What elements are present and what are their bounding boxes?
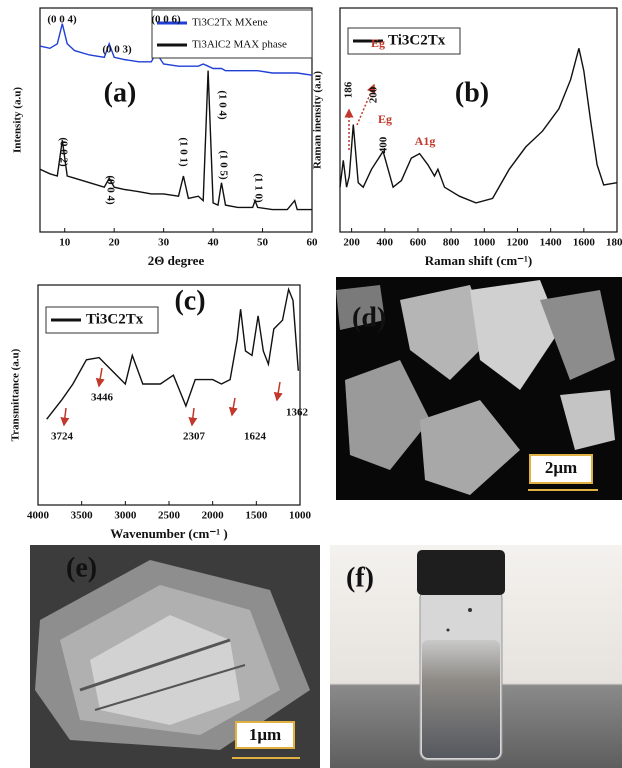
annotation: 2307 [183, 431, 206, 443]
panel-label: (f) [346, 562, 374, 593]
legend-label: Ti3C2Tx MXene [192, 17, 268, 29]
x-axis-label: Raman shift (cm⁻¹) [425, 253, 533, 268]
annotation: 1362 [286, 407, 309, 419]
annotation: Eg [371, 36, 385, 50]
annotation: (a) [104, 77, 137, 108]
annotation: (0 0 3) [102, 44, 132, 56]
annotation: (1 0 5) [217, 150, 229, 180]
x-tick-label: 600 [410, 237, 427, 249]
x-tick-label: 1600 [573, 237, 596, 249]
data-line [339, 48, 618, 204]
annotation: 1624 [244, 431, 267, 443]
annotation: (0 0 6) [151, 14, 181, 26]
arrows [60, 83, 376, 427]
annotation: (1 0 4) [216, 90, 228, 120]
annotation: 3724 [51, 431, 74, 443]
x-tick-label: 1500 [245, 510, 268, 522]
annotation: (0 0 4) [104, 175, 116, 205]
x-tick-label: 20 [109, 237, 121, 249]
annotation: Eg [378, 112, 392, 126]
annotation: (1 1 0) [252, 173, 264, 203]
x-tick-label: 3500 [71, 510, 94, 522]
annotation: A1g [415, 134, 436, 148]
scale-bar-label: 2μm [545, 458, 577, 477]
x-tick-label: 800 [443, 237, 460, 249]
x-tick-label: 40 [208, 237, 220, 249]
plot-frame [339, 7, 618, 233]
y-axis-label: Raman inensity (a.u) [312, 71, 324, 169]
x-tick-label: 200 [343, 237, 360, 249]
annotation: (1 0 1) [177, 137, 189, 167]
annotation: 400 [378, 136, 390, 153]
x-tick-label: 1200 [506, 237, 529, 249]
y-axis-label: Transmittance (a.u) [10, 348, 22, 441]
x-tick-label: 400 [377, 237, 394, 249]
photo-f [330, 545, 622, 768]
x-axis-label: Wavenumber (cm⁻¹ ) [110, 526, 227, 541]
x-tick-label: 2000 [202, 510, 225, 522]
legend-box [151, 9, 313, 59]
x-tick-label: 1000 [473, 237, 496, 249]
annotation: (c) [174, 285, 205, 316]
scale-bar-label: 1μm [249, 725, 281, 744]
data-line [39, 23, 313, 76]
data-line [46, 286, 299, 420]
panel-label: (d) [352, 302, 386, 333]
legend-label: Ti3C2Tx [388, 32, 446, 48]
panel-label: (e) [66, 552, 97, 583]
annotation: (0 0 2) [57, 137, 69, 167]
plot-frame [39, 7, 313, 233]
x-tick-label: 3000 [114, 510, 137, 522]
annotation: 200 [368, 86, 380, 103]
legend-label: Ti3AlC2 MAX phase [192, 39, 287, 51]
x-tick-label: 1400 [540, 237, 563, 249]
data-line [39, 70, 312, 211]
sem-image-d [336, 277, 622, 500]
x-tick-label: 1000 [289, 510, 312, 522]
x-tick-label: 50 [257, 237, 269, 249]
x-tick-label: 4000 [27, 510, 50, 522]
x-tick-label: 1800 [606, 237, 622, 249]
annotation: (b) [455, 77, 489, 108]
annotation: 3446 [91, 392, 114, 404]
x-tick-label: 10 [59, 237, 71, 249]
x-tick-label: 30 [158, 237, 170, 249]
x-tick-label: 60 [307, 237, 319, 249]
x-tick-label: 2500 [158, 510, 181, 522]
legend-label: Ti3C2Tx [86, 311, 144, 327]
sem-image-e [30, 545, 320, 768]
y-axis-label: Intensity (a.u) [12, 87, 24, 153]
annotation: (0 0 4) [47, 14, 77, 26]
annotation: 186 [343, 81, 355, 98]
x-axis-label: 2Θ degree [148, 253, 205, 268]
